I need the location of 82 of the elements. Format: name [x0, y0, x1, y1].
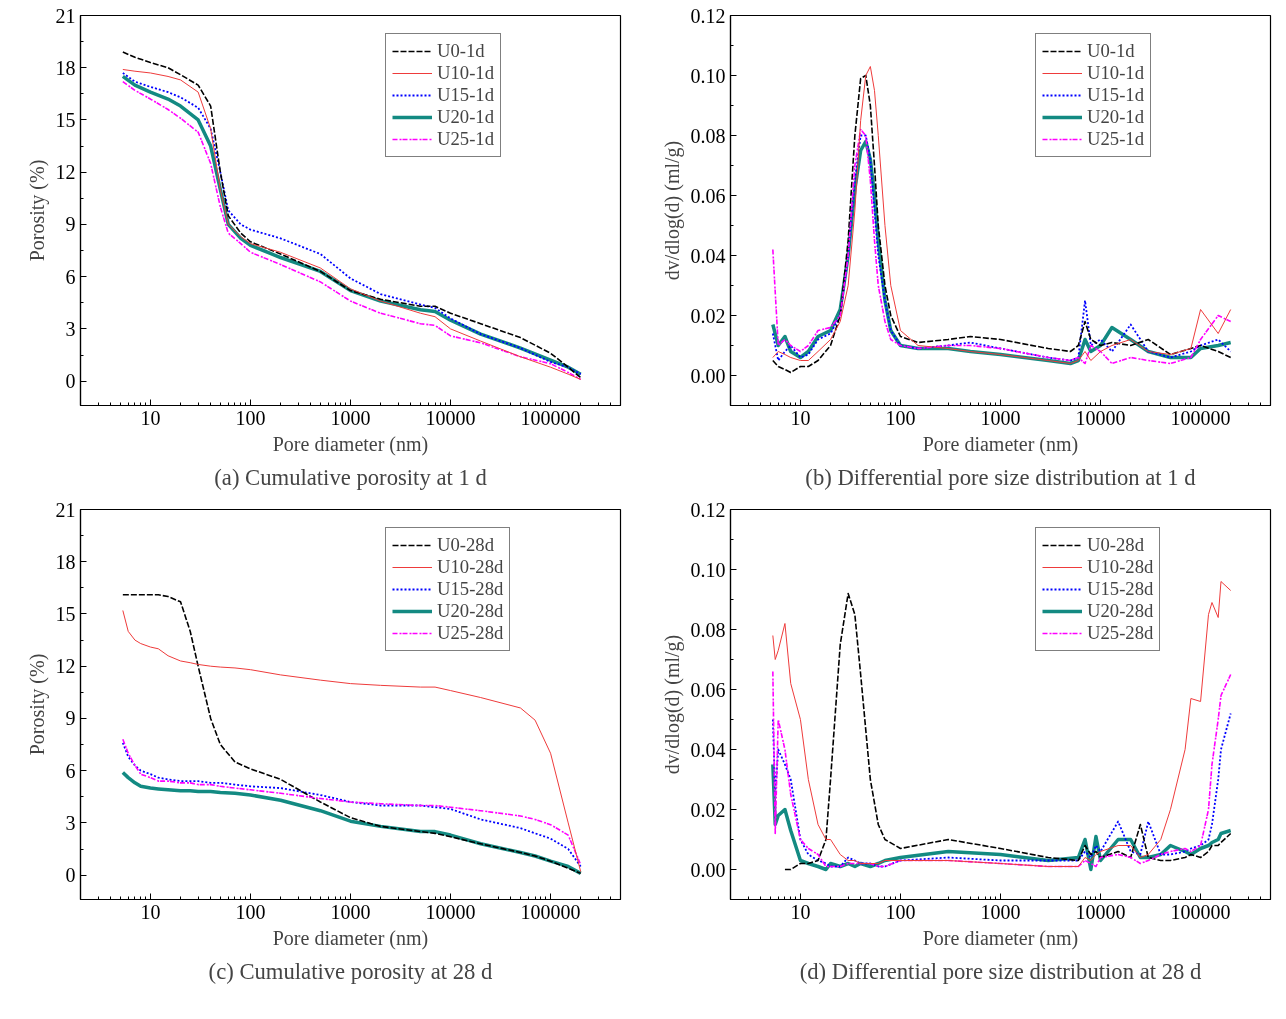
y-tick-label: 0.02 [690, 304, 726, 327]
y-tick-label: 9 [65, 213, 76, 236]
legend-label: U15-28d [1087, 578, 1154, 600]
y-tick-label: 0 [65, 864, 76, 887]
y-tick-label: 0.04 [690, 244, 726, 267]
x-tick-label: 1000 [980, 406, 1021, 429]
y-tick-label: 0.00 [690, 364, 726, 387]
x-tick-label: 10000 [1075, 406, 1126, 429]
y-tick-label: 18 [55, 56, 76, 79]
x-axis-title: Pore diameter (nm) [272, 432, 429, 456]
y-tick-label: 0.10 [690, 558, 726, 581]
text: (a) Cumulative porosity at 1 d [214, 464, 488, 490]
x-tick-label: 10 [790, 900, 811, 923]
legend-label: U10-28d [1087, 556, 1154, 578]
text: (d) Differential pore size distribution at 28 d [799, 958, 1202, 984]
y-tick-label: 15 [55, 108, 76, 131]
x-tick-label: 100 [885, 900, 916, 923]
legend-label: U20-28d [1087, 600, 1154, 622]
y-tick-label: 18 [55, 550, 76, 573]
x-tick-label: 100000 [520, 406, 581, 429]
y-tick-label: 0.12 [690, 4, 726, 27]
y-axis-title: Porosity (%) [25, 653, 49, 756]
y-tick-label: 0 [65, 370, 76, 393]
y-tick-label: 0.12 [690, 498, 726, 521]
y-tick-label: 6 [65, 759, 76, 782]
y-tick-label: 12 [55, 161, 76, 184]
x-tick-label: 10000 [1075, 900, 1126, 923]
y-tick-label: 9 [65, 707, 76, 730]
x-tick-label: 100 [235, 406, 266, 429]
y-tick-label: 12 [55, 655, 76, 678]
legend-label: U20-28d [437, 600, 504, 622]
x-tick-label: 1000 [330, 900, 371, 923]
y-tick-label: 0.00 [690, 858, 726, 881]
legend-label: U25-1d [1087, 128, 1144, 150]
x-tick-label: 1000 [330, 406, 371, 429]
x-tick-label: 1000 [980, 900, 1021, 923]
legend-label: U15-1d [437, 84, 494, 106]
x-tick-label: 10000 [425, 406, 476, 429]
x-axis-title: Pore diameter (nm) [272, 926, 429, 950]
x-tick-label: 10 [790, 406, 811, 429]
x-tick-label: 100 [235, 900, 266, 923]
y-tick-label: 0.06 [690, 678, 726, 701]
y-axis-title: Porosity (%) [25, 159, 49, 262]
legend-label: U25-1d [437, 128, 494, 150]
text: (c) Cumulative porosity at 28 d [208, 958, 494, 984]
x-tick-label: 100000 [520, 900, 581, 923]
y-tick-label: 0.08 [690, 124, 726, 147]
x-tick-label: 100000 [1170, 900, 1231, 923]
x-tick-label: 100000 [1170, 406, 1231, 429]
legend-label: U10-1d [437, 62, 494, 84]
legend-label: U0-1d [1087, 40, 1135, 62]
y-tick-label: 21 [55, 4, 76, 27]
x-tick-label: 10 [140, 900, 161, 923]
legend-label: U0-28d [437, 534, 494, 556]
legend-label: U25-28d [1087, 622, 1154, 644]
x-tick-label: 10 [140, 406, 161, 429]
legend-label: U20-1d [1087, 106, 1144, 128]
y-axis-title: dv/dlog(d) (ml/g) [660, 634, 684, 775]
legend-label: U10-1d [1087, 62, 1144, 84]
legend-label: U10-28d [437, 556, 504, 578]
text: (b) Differential pore size distribution at 1 d [805, 464, 1197, 490]
x-axis-title: Pore diameter (nm) [922, 432, 1079, 456]
legend-label: U15-28d [437, 578, 504, 600]
y-tick-label: 3 [65, 317, 76, 340]
x-tick-label: 100 [885, 406, 916, 429]
y-tick-label: 0.02 [690, 798, 726, 821]
legend-label: U20-1d [437, 106, 494, 128]
x-tick-label: 10000 [425, 900, 476, 923]
y-tick-label: 6 [65, 265, 76, 288]
legend-label: U25-28d [437, 622, 504, 644]
y-tick-label: 0.08 [690, 618, 726, 641]
legend-label: U15-1d [1087, 84, 1144, 106]
y-tick-label: 0.06 [690, 184, 726, 207]
legend-label: U0-28d [1087, 534, 1144, 556]
y-tick-label: 21 [55, 498, 76, 521]
y-tick-label: 15 [55, 602, 76, 625]
y-axis-title: dv/dlog(d) (ml/g) [660, 140, 684, 281]
legend-label: U0-1d [437, 40, 485, 62]
y-tick-label: 0.10 [690, 64, 726, 87]
y-tick-label: 0.04 [690, 738, 726, 761]
x-axis-title: Pore diameter (nm) [922, 926, 1079, 950]
y-tick-label: 3 [65, 811, 76, 834]
